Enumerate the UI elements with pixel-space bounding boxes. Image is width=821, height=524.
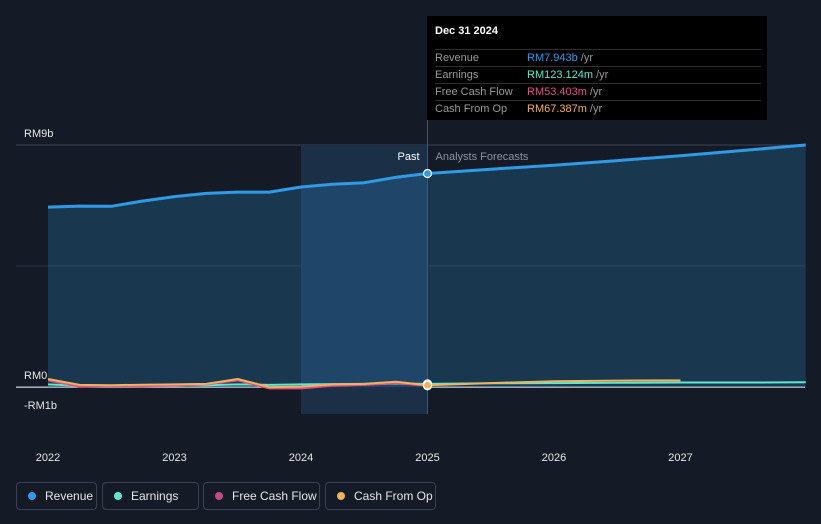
tooltip-date: Dec 31 2024 (435, 25, 498, 37)
tooltip-number: RM53.403m (527, 86, 587, 98)
series-area-0 (48, 145, 806, 388)
y-tick-label: -RM1b (24, 400, 57, 412)
x-tick-label: 2022 (36, 452, 60, 464)
cash-from-op-dot-icon (337, 492, 345, 500)
legend-item-revenue[interactable]: Revenue (16, 482, 97, 510)
series-marker-3 (422, 380, 433, 390)
tooltip-label: Revenue (435, 52, 480, 64)
tooltip-row-cash-from-op: Cash From Op RM67.387m/yr (435, 100, 761, 117)
y-tick-label: RM0 (24, 370, 47, 382)
legend-label: Cash From Op (354, 489, 433, 503)
legend-label: Free Cash Flow (232, 489, 317, 503)
legend-label: Earnings (131, 489, 179, 503)
x-axis-ticks: 2022 2023 2024 2025 2026 2027 (36, 452, 693, 464)
legend-item-earnings[interactable]: Earnings (102, 482, 199, 510)
earnings-dot-icon (114, 492, 122, 500)
legend-item-cash-from-op[interactable]: Cash From Op (325, 482, 436, 510)
past-label: Past (397, 151, 419, 163)
tooltip-number: RM7.943b (527, 52, 578, 64)
series-lines (47, 143, 806, 390)
x-tick-label: 2024 (289, 452, 313, 464)
revenue-dot-icon (28, 492, 36, 500)
tooltip-unit: /yr (589, 103, 603, 115)
free-cash-flow-dot-icon (215, 492, 223, 500)
tooltip-number: RM67.387m (527, 103, 587, 115)
forecast-label: Analysts Forecasts (436, 151, 529, 163)
tooltip-value: RM53.403m/yr (527, 84, 602, 100)
series-areas (48, 145, 806, 388)
tooltip-row-free-cash-flow: Free Cash Flow RM53.403m/yr (435, 83, 761, 100)
past-year-highlight (301, 145, 428, 414)
legend-label: Revenue (45, 489, 94, 503)
hover-tooltip: Dec 31 2024 Revenue RM7.943b/yr Earnings… (427, 16, 767, 120)
series-line-3 (47, 378, 681, 389)
y-tick-label: RM9b (24, 128, 53, 140)
legend-item-free-cash-flow[interactable]: Free Cash Flow (203, 482, 320, 510)
tooltip-label: Free Cash Flow (435, 86, 513, 98)
tooltip-value: RM7.943b/yr (527, 50, 593, 66)
tooltip-row-earnings: Earnings RM123.124m/yr (435, 66, 761, 83)
y-axis-ticks: RM9b RM0 -RM1b (24, 128, 57, 412)
x-tick-label: 2023 (162, 452, 186, 464)
tooltip-number: RM123.124m (527, 69, 594, 81)
x-tick-label: 2025 (415, 452, 439, 464)
hover-markers (422, 168, 433, 391)
x-tick-label: 2027 (668, 452, 692, 464)
tooltip-unit: /yr (596, 69, 609, 81)
tooltip-row-revenue: Revenue RM7.943b/yr (435, 49, 761, 66)
series-marker-0 (422, 168, 433, 179)
tooltip-unit: /yr (589, 86, 603, 98)
tooltip-unit: /yr (580, 52, 593, 64)
tooltip-label: Earnings (435, 69, 479, 81)
series-line-0 (47, 143, 806, 209)
tooltip-value: RM67.387m/yr (527, 101, 602, 117)
tooltip-label: Cash From Op (435, 103, 508, 115)
tooltip-value: RM123.124m/yr (527, 67, 608, 83)
x-tick-label: 2026 (542, 452, 566, 464)
